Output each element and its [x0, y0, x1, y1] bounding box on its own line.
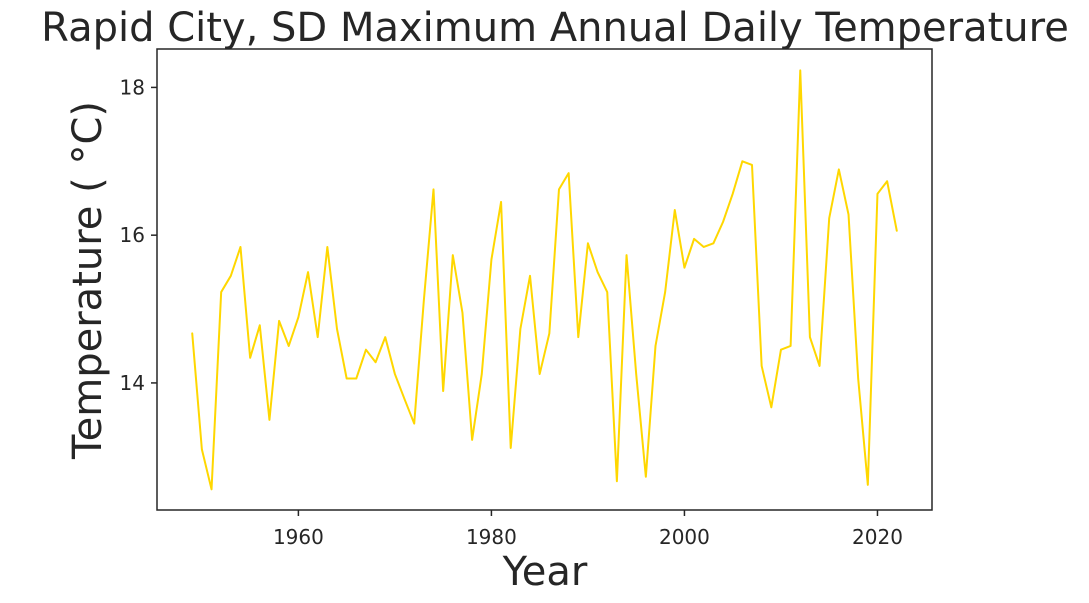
y-tick-label: 14: [120, 371, 145, 395]
y-axis: 14 16 18: [120, 75, 157, 395]
series-line: [191, 69, 898, 491]
y-axis-label: Temperature ( °C): [65, 101, 111, 460]
x-tick-label: 2000: [659, 525, 710, 549]
x-tick-label: 2020: [852, 525, 903, 549]
x-axis: 1960 1980 2000 2020: [273, 510, 903, 549]
x-tick-label: 1960: [273, 525, 324, 549]
y-tick-label: 16: [120, 223, 145, 247]
y-tick-label: 18: [120, 75, 145, 99]
x-tick-label: 1980: [466, 525, 517, 549]
chart-title: Rapid City, SD Maximum Annual Daily Temp…: [41, 5, 1069, 51]
x-axis-label: Year: [502, 549, 588, 595]
plot-area-frame: [156, 48, 933, 511]
